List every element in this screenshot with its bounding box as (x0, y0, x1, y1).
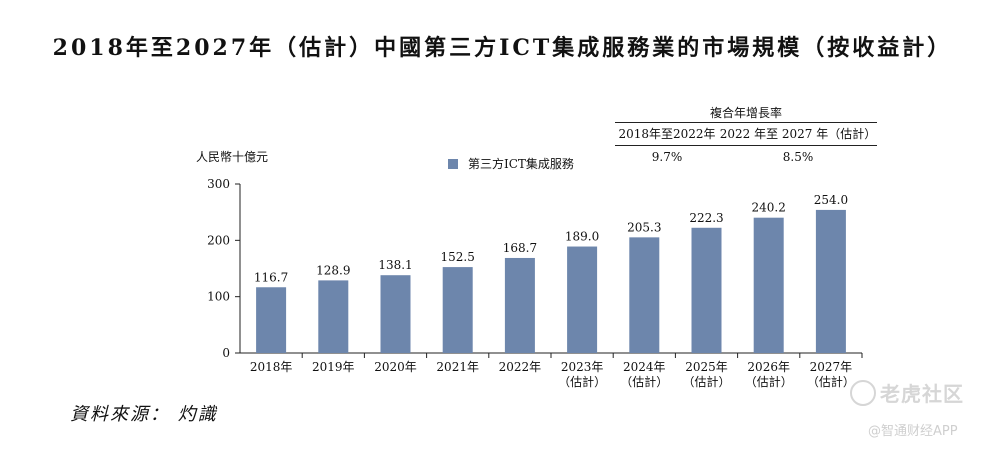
x-tick-label-line: （估計） (745, 374, 793, 389)
bar-value-label: 189.0 (565, 230, 599, 244)
cagr-table: 複合年增長率 2018年至2022年 2022 年至 2027 年（估計） 9.… (615, 104, 877, 168)
bar-value-label: 116.7 (254, 270, 288, 284)
watermark-brand: 老虎社区 (880, 382, 964, 406)
x-tick-label: 2021年 (436, 360, 479, 374)
bar-value-label: 222.3 (689, 211, 723, 225)
x-tick-label: 2025年（估計） (682, 360, 730, 389)
y-tick-label: 300 (207, 177, 230, 191)
cagr-values-row: 9.7% 8.5% (615, 146, 877, 168)
x-tick-label: 2023年（估計） (558, 360, 606, 389)
cagr-period-1: 2018年至2022年 (618, 127, 716, 141)
x-tick-label-line: 2025年 (685, 360, 728, 374)
bar (256, 287, 287, 353)
bar-value-label: 205.3 (627, 220, 661, 234)
cagr-header: 複合年增長率 (615, 104, 877, 123)
legend-swatch (448, 158, 458, 169)
x-tick-label-line: 2019年 (312, 360, 355, 374)
x-tick-label: 2022年 (499, 360, 542, 374)
x-tick-label: 2024年（估計） (620, 360, 668, 389)
bar (753, 217, 784, 353)
bar (504, 257, 535, 353)
x-tick-label: 2027年（估計） (807, 360, 855, 389)
watermark-logo-icon (850, 380, 876, 406)
bar-value-label: 240.2 (752, 201, 786, 215)
x-tick-label-line: （估計） (807, 374, 855, 389)
x-tick-label-line: （估計） (620, 374, 668, 389)
bar-value-label: 138.1 (378, 258, 412, 272)
watermark-app: @智通财经APP (868, 424, 958, 439)
bar (380, 275, 411, 353)
y-tick-label: 0 (222, 346, 230, 360)
bar-value-label: 152.5 (441, 250, 475, 264)
x-tick-label: 2018年 (250, 360, 293, 374)
x-tick-label-line: 2026年 (747, 360, 790, 374)
bar (318, 280, 349, 353)
cagr-period-2: 2022 年至 2027 年（估計） (719, 127, 877, 141)
y-tick-label: 100 (207, 290, 230, 304)
y-tick-label: 200 (207, 233, 230, 247)
source-note: 資料來源： 灼識 (70, 404, 218, 425)
bar (567, 246, 598, 353)
cagr-value-2: 8.5% (782, 150, 814, 164)
cagr-value-1: 9.7% (651, 150, 683, 164)
x-tick-label: 2020年 (374, 360, 417, 374)
x-tick-label: 2019年 (312, 360, 355, 374)
x-tick-label-line: 2018年 (250, 360, 293, 374)
x-tick-label-line: 2020年 (374, 360, 417, 374)
x-tick-label: 2026年（估計） (745, 360, 793, 389)
legend: 第三方ICT集成服務 (448, 155, 574, 172)
legend-label: 第三方ICT集成服務 (468, 157, 574, 171)
bar (442, 267, 473, 353)
bar (691, 227, 722, 353)
bar (629, 237, 660, 353)
cagr-periods-row: 2018年至2022年 2022 年至 2027 年（估計） (615, 123, 877, 146)
bar-value-label: 168.7 (503, 241, 537, 255)
y-axis-unit-label: 人民幣十億元 (196, 150, 269, 164)
x-tick-label-line: 2023年 (561, 360, 604, 374)
bar-value-label: 254.0 (814, 193, 848, 207)
bar-value-label: 128.9 (316, 263, 350, 277)
x-tick-label-line: 2022年 (499, 360, 542, 374)
x-tick-label-line: 2024年 (623, 360, 666, 374)
x-tick-label-line: 2027年 (810, 360, 853, 374)
x-tick-label-line: （估計） (682, 374, 730, 389)
bar (815, 209, 846, 353)
x-tick-label-line: （估計） (558, 374, 606, 389)
chart-title: 2018年至2027年（估計）中國第三方ICT集成服務業的市場規模（按收益計） (52, 35, 953, 61)
x-tick-label-line: 2021年 (436, 360, 479, 374)
